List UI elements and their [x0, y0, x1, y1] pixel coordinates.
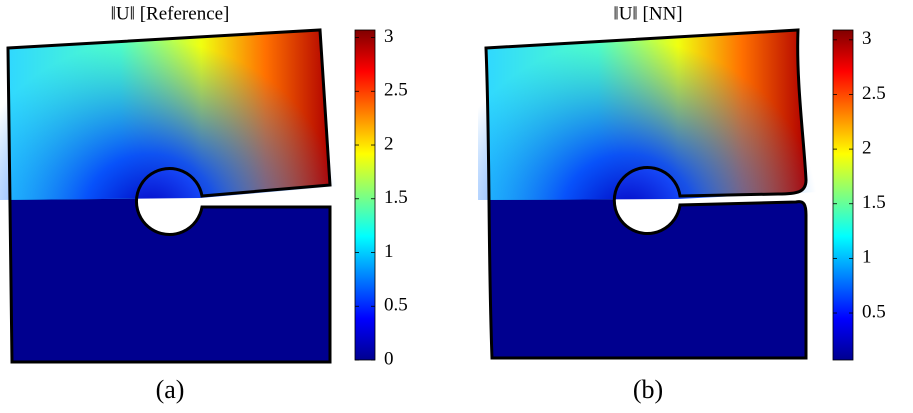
colorbar — [832, 29, 854, 361]
panel-title: ‖U‖ [NN] — [613, 3, 682, 24]
colorbar-tick-label: 1 — [862, 247, 872, 268]
field-shade — [478, 40, 818, 200]
colorbar-tick-label: 2.5 — [862, 83, 886, 104]
caption: (a) — [156, 375, 185, 404]
colorbar-tick-label: 1.5 — [862, 192, 886, 213]
field-shade — [0, 40, 340, 200]
field-upper — [478, 30, 818, 200]
colorbar-tick-label: 3 — [384, 26, 394, 47]
colorbar-tick-label: 2.5 — [384, 80, 408, 101]
colorbar-tick-label: 2 — [862, 137, 872, 158]
colorbar-tick-label: 0.5 — [862, 301, 886, 322]
panel: ‖U‖ [Reference] (a) 0 0.5 1 1.5 2 2.5 3 — [0, 3, 408, 404]
caption: (b) — [633, 375, 663, 404]
field-upper — [0, 30, 340, 200]
outline — [6, 28, 332, 364]
colorbar-tick-label: 3 — [862, 28, 872, 49]
colorbar-tick-label: 0 — [384, 348, 394, 369]
panel: ‖U‖ [NN] (b) 0.5 1 1.5 2 2.5 3 — [478, 3, 886, 404]
colorbar-tick-label: 1.5 — [384, 187, 408, 208]
panel-title: ‖U‖ [Reference] — [111, 3, 230, 24]
outline — [484, 28, 808, 360]
colorbar-tick-label: 0.5 — [384, 295, 408, 316]
colorbar-tick-label: 1 — [384, 241, 394, 262]
colorbar-tick-label: 2 — [384, 133, 394, 154]
colorbar — [354, 29, 376, 361]
